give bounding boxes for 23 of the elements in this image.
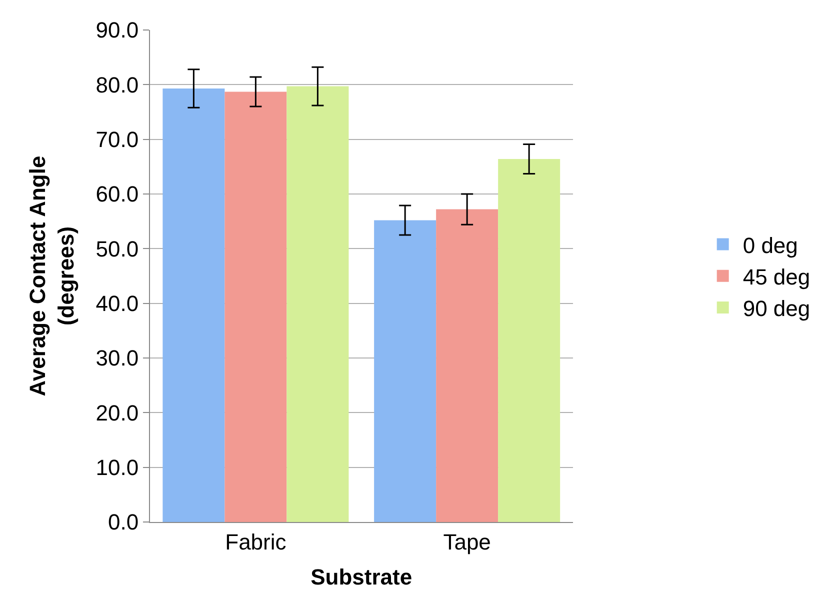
y-tick-label: 60.0 [96, 182, 139, 207]
y-axis-title: Average Contact Angle (degrees) [24, 156, 79, 396]
x-axis-title: Substrate [310, 564, 412, 590]
bar [162, 88, 225, 522]
y-tick-label: 20.0 [96, 400, 139, 426]
legend-label: 0 deg [742, 232, 798, 258]
bar [436, 209, 498, 522]
bar [286, 86, 349, 522]
y-tick-label: 40.0 [96, 291, 139, 316]
y-tick-label: 10.0 [96, 455, 139, 480]
bar [374, 220, 436, 522]
y-tick-label: 0.0 [108, 510, 139, 535]
legend-label: 90 deg [742, 296, 810, 322]
y-tick-label: 70.0 [96, 127, 139, 152]
x-tick-label: Tape [443, 529, 491, 554]
legend-label: 45 deg [742, 264, 810, 290]
bar [224, 92, 287, 522]
y-tick-label: 80.0 [96, 72, 139, 98]
y-tick-label: 30.0 [96, 346, 139, 371]
x-tick-label: Fabric [225, 529, 286, 554]
y-tick-label: 50.0 [96, 236, 139, 262]
bar [498, 159, 560, 522]
y-tick-label: 90.0 [96, 18, 139, 43]
